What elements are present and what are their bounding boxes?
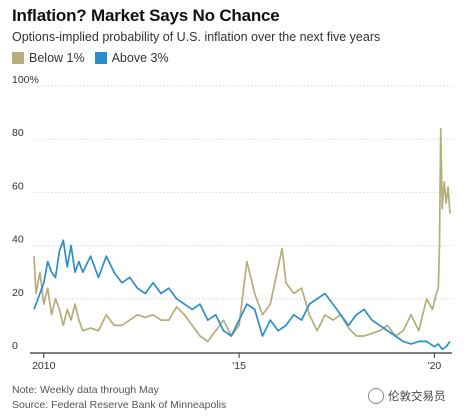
legend-swatch-below [12, 52, 24, 64]
legend-label-below: Below 1% [29, 51, 85, 65]
x-tick-label: '15 [232, 360, 246, 372]
x-tick-label: '20 [428, 360, 442, 372]
legend: Below 1% Above 3% [12, 51, 179, 65]
series [33, 127, 451, 351]
x-axis: 2010 '15 '20 [30, 352, 452, 372]
watermark-label: 伦敦交易员 [388, 391, 446, 403]
grid [34, 85, 452, 300]
y-tick-label: 40 [12, 234, 24, 246]
wechat-icon [368, 388, 384, 404]
x-tick-label: 2010 [32, 360, 56, 372]
legend-item-below: Below 1% [12, 51, 85, 65]
series-line-below-1pct [33, 127, 451, 343]
legend-label-above: Above 3% [111, 51, 169, 65]
legend-swatch-above [94, 52, 107, 64]
chart-note: Note: Weekly data through May [12, 384, 159, 396]
legend-item-above: Above 3% [94, 51, 169, 65]
y-tick-label: 0 [12, 340, 18, 352]
chart-subtitle: Options-implied probability of U.S. infl… [12, 30, 381, 44]
y-tick-label: 60 [12, 180, 24, 192]
y-tick-label: 20 [12, 287, 24, 299]
chart-source: Source: Federal Reserve Bank of Minneapo… [12, 399, 227, 411]
chart-title: Inflation? Market Says No Chance [12, 6, 280, 25]
y-tick-labels: 0 20 40 60 80 100% [12, 74, 39, 352]
y-tick-label: 80 [12, 127, 24, 139]
y-tick-label: 100% [12, 74, 39, 86]
watermark: 伦敦交易员 [368, 388, 446, 404]
series-line-above-3pct [33, 239, 451, 351]
